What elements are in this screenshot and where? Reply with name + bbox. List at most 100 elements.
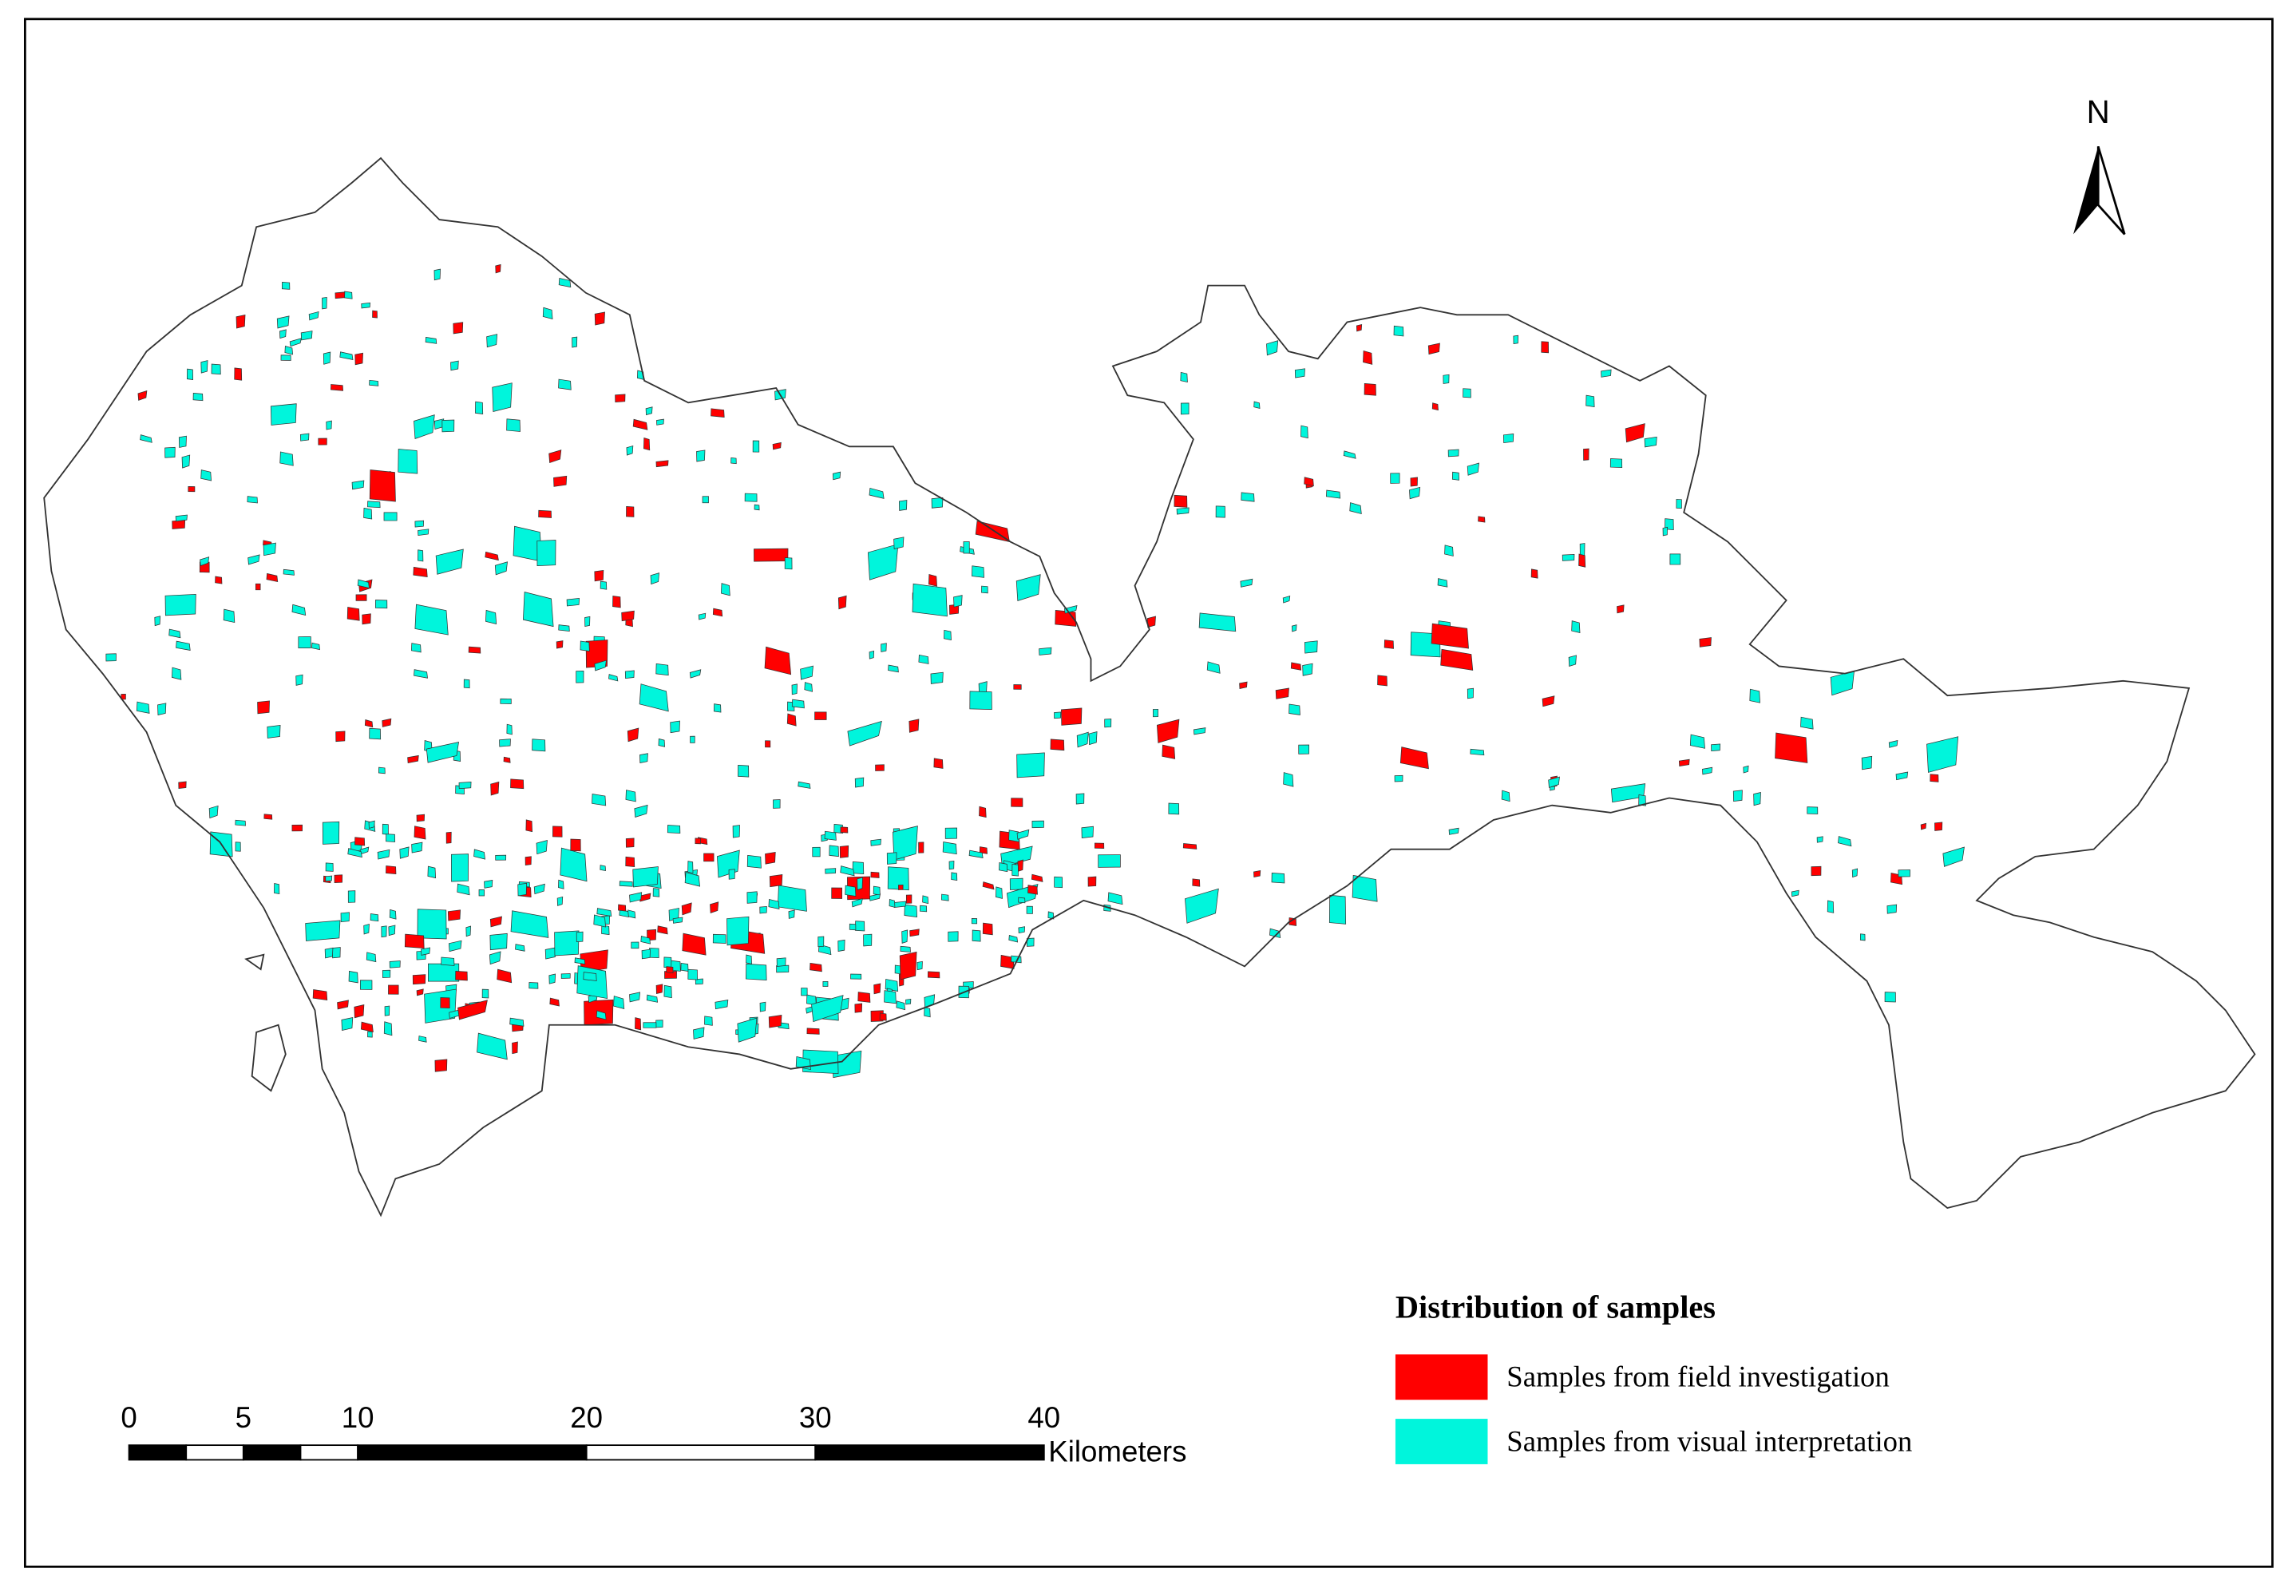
sample-patch [1290,662,1302,671]
sample-patch [1017,859,1023,872]
sample-patch [613,996,625,1009]
sample-patch [619,881,633,887]
sample-patch [267,725,281,739]
sample-patch [652,888,660,897]
sample-patch [625,838,635,848]
sample-patch [893,537,905,549]
sample-patch [440,997,450,1009]
sample-patch [899,500,908,511]
sample-patch [1669,553,1681,565]
sample-patch [918,842,924,853]
sample-patch [650,572,660,585]
sample-patch [574,957,586,965]
sample-patch [918,654,929,664]
sample-patch [711,408,725,418]
sample-patch [1081,826,1094,839]
sample-patch [972,929,981,942]
sample-patch [886,852,897,865]
sample-patch [1282,595,1291,604]
sample-patch [1711,743,1721,752]
sample-patch [1241,492,1255,502]
sample-patch [389,909,397,920]
sample-patch [791,699,805,709]
sample-patch [1180,402,1190,415]
sample-patch [281,282,291,290]
sample-patch [942,842,957,855]
sample-patch [416,814,426,822]
sample-patch [1451,471,1459,481]
sample-patch [1054,711,1062,719]
sample-patch [368,820,375,829]
sample-patch [1444,545,1454,556]
scale-tick-label: 10 [342,1401,374,1434]
sample-patch [283,568,295,576]
sample-patch [1827,900,1835,913]
sample-patch [325,862,334,872]
scale-tick-label: 20 [570,1401,603,1434]
sample-patch [495,854,507,861]
sample-patch [499,739,511,747]
sample-patch [870,871,880,878]
sample-patch [1328,894,1347,925]
sample-patch [845,885,857,897]
sample-patch [905,894,912,904]
sample-patch [979,806,987,818]
sample-patch [596,1010,607,1020]
sample-patch [632,418,648,430]
sample-patch [576,965,608,1000]
scale-segment [242,1444,302,1461]
sample-patch [695,838,701,845]
sample-patch [552,826,563,838]
sample-patch [347,848,362,858]
sample-patch [912,583,948,617]
sample-patch [1617,604,1625,614]
sample-patch [593,914,606,928]
sample-patch [1568,655,1577,667]
sample-patch [412,974,426,985]
sample-patch [346,607,360,621]
sample-patch [1501,790,1510,802]
sample-patch [687,968,698,980]
sample-patch [418,1036,427,1043]
sample-patch [1851,868,1859,878]
sample-patch [361,302,371,309]
sample-patch [468,646,481,654]
sample-patch [512,1041,518,1055]
sample-patch [354,352,363,366]
sample-patch [594,659,607,671]
sample-patch [732,825,740,838]
scale-segment [185,1444,244,1461]
sample-patch [1743,765,1749,774]
sample-patch [1011,864,1019,877]
sample-patch [448,940,462,952]
sample-patch [291,824,303,832]
sample-patch [367,501,381,509]
sample-patch [971,917,978,925]
sample-patch [489,916,502,928]
sample-patch [941,893,949,901]
sample-patch [1431,623,1469,649]
sample-patch [178,435,187,448]
sample-patch [655,1020,663,1028]
sample-patch [1107,892,1123,905]
sample-patch [418,529,430,537]
sample-patch [1298,744,1310,754]
sample-patch [383,512,398,521]
sample-patch [1542,695,1555,707]
sample-patch [404,933,425,949]
sample-patch [655,460,669,468]
sample-patch [889,898,896,908]
sample-patch [176,640,191,651]
sample-patch [506,418,521,432]
sample-patch [1753,792,1761,806]
sample-patch [1838,836,1852,847]
sample-patch [627,727,639,743]
sample-patch [1861,755,1873,770]
sample-patch [1702,766,1713,775]
sample-patch [594,569,604,582]
sample-patch [752,440,760,453]
sample-patch [386,834,396,842]
sample-patch [457,883,470,896]
sample-patch [1294,368,1305,378]
